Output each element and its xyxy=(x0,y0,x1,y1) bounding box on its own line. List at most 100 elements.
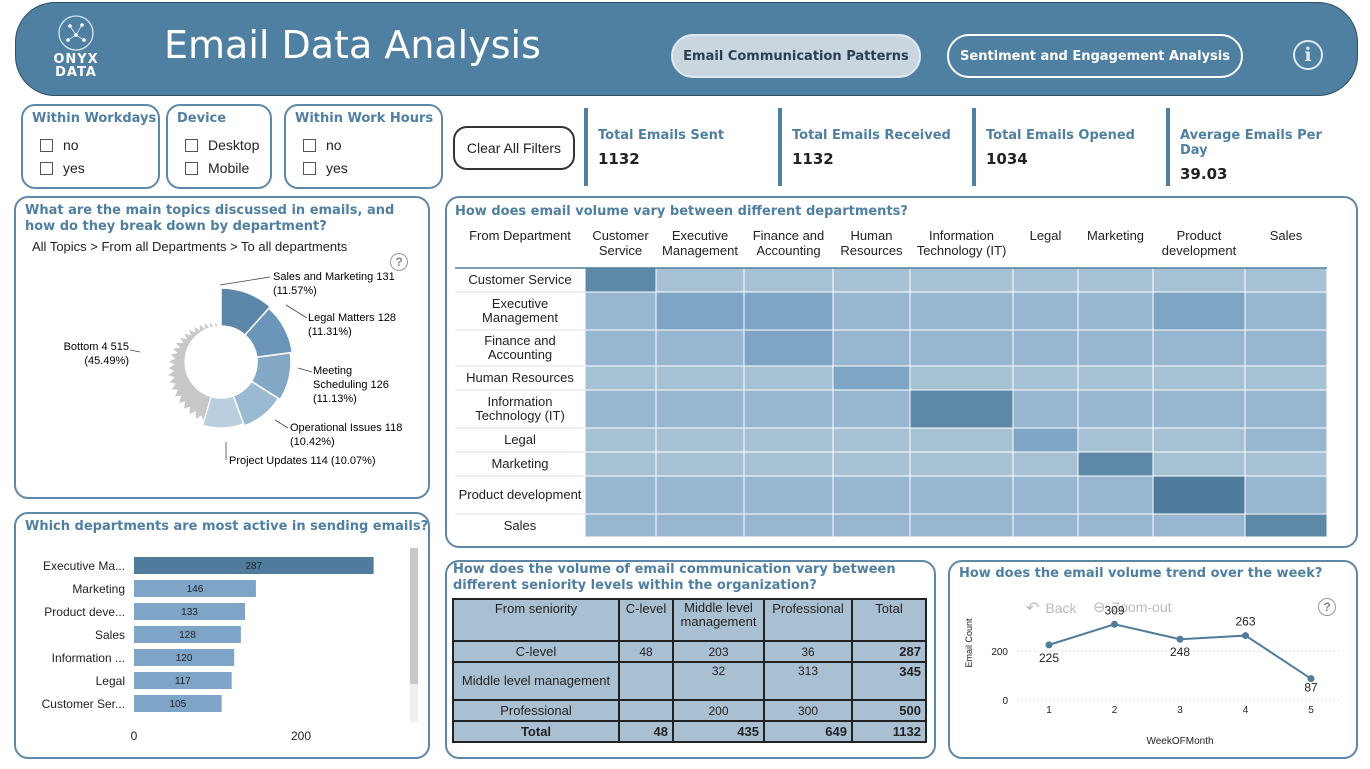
heatmap-cell[interactable] xyxy=(743,365,834,391)
scrollbar-thumb[interactable] xyxy=(410,548,418,684)
data-label: 248 xyxy=(1170,645,1190,659)
data-point[interactable] xyxy=(1307,675,1315,683)
table-cell: 200 xyxy=(672,699,765,722)
filter-workhours-title: Within Work Hours xyxy=(295,111,434,126)
table-header: From seniority xyxy=(452,598,620,642)
heatmap-cell[interactable] xyxy=(1152,475,1246,515)
table-header-row: From seniority C-level Middle level mana… xyxy=(452,598,927,642)
nav-sentiment-button[interactable]: Sentiment and Engagement Analysis xyxy=(947,34,1243,78)
heatmap-cell[interactable] xyxy=(655,329,745,367)
table-cell: 32 xyxy=(672,661,765,701)
data-point[interactable] xyxy=(1176,635,1184,643)
heatmap-cell[interactable] xyxy=(1244,389,1328,429)
heatmap-cell[interactable] xyxy=(1077,389,1154,429)
checkbox[interactable] xyxy=(185,138,198,152)
data-point[interactable] xyxy=(1045,641,1053,649)
heatmap-cell[interactable] xyxy=(1012,475,1079,515)
filter-device-desktop[interactable]: Desktop xyxy=(185,137,259,153)
heatmap-cell[interactable] xyxy=(832,267,911,293)
heatmap-cell[interactable] xyxy=(1077,365,1154,391)
table-cell: 48 xyxy=(618,640,674,663)
heatmap-cell[interactable] xyxy=(1244,513,1328,538)
heatmap-cell[interactable] xyxy=(743,389,834,429)
logo-text-top: ONYX xyxy=(53,52,99,67)
heatmap-cell[interactable] xyxy=(1012,389,1079,429)
heatmap-cell[interactable] xyxy=(832,329,911,367)
bar[interactable] xyxy=(134,672,232,689)
filter-workdays-yes[interactable]: yes xyxy=(40,160,85,176)
donut-label: Project Updates 114 (10.07%) xyxy=(229,455,376,467)
donut-label: Meeting xyxy=(313,365,352,377)
heatmap-cell[interactable] xyxy=(1244,329,1328,367)
heatmap-cell[interactable] xyxy=(1244,475,1328,515)
kpi-label: Total Emails Received xyxy=(792,128,951,143)
info-icon[interactable]: i xyxy=(1293,40,1323,70)
bar[interactable] xyxy=(134,626,241,643)
heatmap-cell[interactable] xyxy=(743,291,834,331)
heatmap-cell[interactable] xyxy=(832,475,911,515)
checkbox[interactable] xyxy=(40,161,53,175)
heatmap-cell[interactable] xyxy=(909,291,1014,331)
donut-slice[interactable] xyxy=(250,351,292,401)
heatmap-cell[interactable] xyxy=(1244,451,1328,477)
heatmap-cell[interactable] xyxy=(1077,475,1154,515)
help-icon[interactable]: ? xyxy=(1318,598,1336,616)
bar[interactable] xyxy=(134,695,222,712)
heatmap-cell[interactable] xyxy=(1244,267,1328,293)
heatmap-cell[interactable] xyxy=(655,475,745,515)
heatmap-cell[interactable] xyxy=(1077,451,1154,477)
heatmap-cell[interactable] xyxy=(1077,427,1154,453)
donut-slice[interactable] xyxy=(243,307,294,359)
heatmap-cell[interactable] xyxy=(655,451,745,477)
heatmap-cell[interactable] xyxy=(909,451,1014,477)
bar-value-label: 287 xyxy=(245,561,262,572)
help-icon[interactable]: ? xyxy=(390,253,408,271)
checkbox[interactable] xyxy=(303,161,316,175)
bar[interactable] xyxy=(134,557,374,574)
donut-slice[interactable] xyxy=(201,394,245,429)
heatmap-cell[interactable] xyxy=(743,329,834,367)
x-tick-label: 5 xyxy=(1308,705,1314,716)
option-label: no xyxy=(63,137,79,153)
heatmap-cell[interactable] xyxy=(1244,365,1328,391)
filter-device: Device Desktop Mobile xyxy=(166,104,272,189)
data-point[interactable] xyxy=(1242,632,1249,640)
checkbox[interactable] xyxy=(185,161,198,175)
table-cell: 435 xyxy=(672,720,765,743)
filter-device-mobile[interactable]: Mobile xyxy=(185,160,249,176)
back-button[interactable]: ↶ Back xyxy=(1026,598,1077,618)
bar[interactable] xyxy=(134,603,246,620)
donut-slice[interactable] xyxy=(166,319,222,426)
heatmap-cell[interactable] xyxy=(1077,329,1154,367)
bar-value-label: 117 xyxy=(175,676,191,687)
nav-email-patterns-button[interactable]: Email Communication Patterns xyxy=(671,34,921,78)
bar[interactable] xyxy=(134,649,235,666)
zoom-out-button[interactable]: ⊖ Zoom-out xyxy=(1093,598,1172,616)
heatmap-cell[interactable] xyxy=(1244,291,1328,331)
bar[interactable] xyxy=(134,580,256,597)
clear-filters-button[interactable]: Clear All Filters xyxy=(453,126,575,170)
y-axis-label: Email Count xyxy=(964,618,974,668)
heatmap-cell[interactable] xyxy=(1152,291,1246,331)
x-tick-label: 3 xyxy=(1177,705,1183,716)
bar-category-label: Information ... xyxy=(52,651,125,665)
heatmap-cell[interactable] xyxy=(832,451,911,477)
table-cell xyxy=(618,661,674,701)
heatmap-row-header: Information Technology (IT) xyxy=(475,394,565,423)
donut-slice[interactable] xyxy=(232,380,280,427)
heatmap-cell[interactable] xyxy=(584,267,657,293)
filter-workhours-no[interactable]: no xyxy=(303,137,342,153)
y-tick-label: 200 xyxy=(991,647,1008,658)
filter-workhours-yes[interactable]: yes xyxy=(303,160,348,176)
donut-label: Scheduling 126 xyxy=(313,379,389,391)
heatmap-cell[interactable] xyxy=(1152,427,1246,453)
heatmap-cell[interactable] xyxy=(1152,267,1246,293)
checkbox[interactable] xyxy=(303,138,316,152)
donut-slice[interactable] xyxy=(220,287,272,337)
data-point[interactable] xyxy=(1111,620,1118,628)
checkbox[interactable] xyxy=(40,138,53,152)
donut-label: Bottom 4 515 xyxy=(64,341,129,353)
filter-workdays-no[interactable]: no xyxy=(40,137,79,153)
heatmap-cell[interactable] xyxy=(832,389,911,429)
heatmap-cell[interactable] xyxy=(584,475,657,515)
